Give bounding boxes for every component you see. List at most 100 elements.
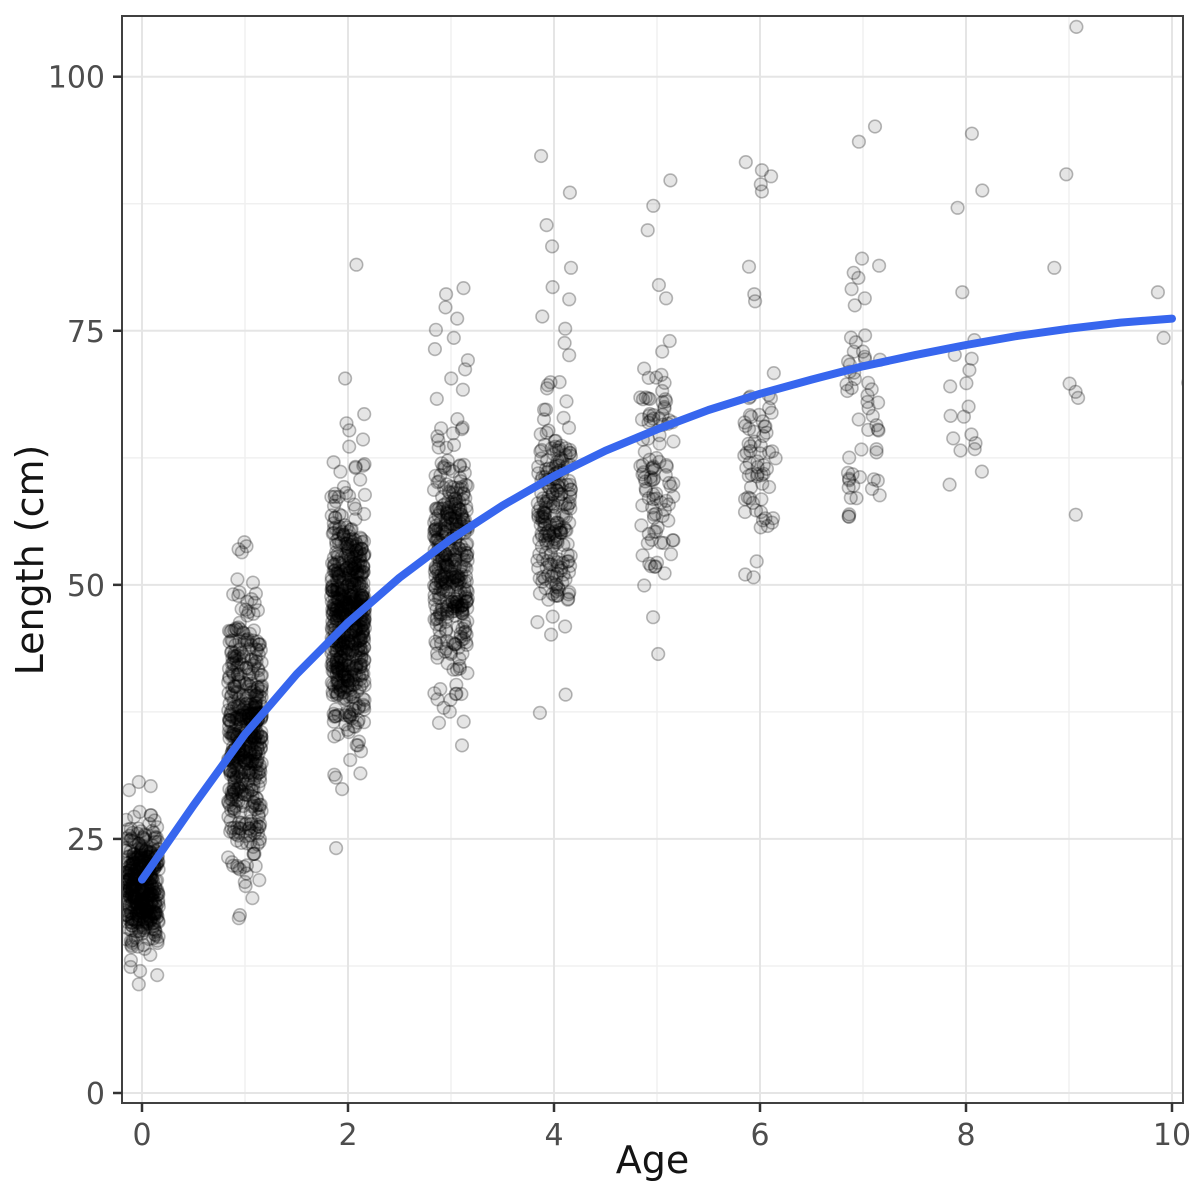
data-point: [246, 839, 261, 855]
data-point: [235, 702, 250, 718]
data-point: [341, 578, 356, 593]
data-point: [250, 680, 266, 695]
data-point: [337, 669, 352, 685]
data-point: [254, 690, 269, 705]
data-point: [126, 876, 141, 891]
data-point: [135, 830, 150, 845]
data-point: [953, 443, 968, 458]
data-point: [344, 573, 360, 589]
data-point: [128, 850, 143, 865]
data-point: [148, 895, 163, 910]
data-point: [250, 661, 265, 676]
data-point: [328, 684, 343, 699]
data-point: [228, 827, 243, 842]
data-point: [431, 715, 447, 731]
data-point: [250, 737, 265, 752]
data-point: [943, 408, 958, 424]
data-point: [243, 761, 258, 776]
data-point: [244, 754, 259, 769]
data-point: [131, 911, 146, 926]
data-point: [349, 578, 364, 593]
data-point: [253, 668, 269, 683]
data-point: [334, 508, 349, 523]
data-point: [135, 917, 150, 933]
data-point: [142, 883, 157, 899]
data-point: [248, 694, 263, 709]
data-point: [253, 740, 268, 755]
data-point: [871, 258, 887, 273]
data-point: [128, 887, 143, 903]
data-point: [125, 894, 140, 909]
data-point: [147, 905, 162, 920]
data-point: [346, 573, 361, 588]
data-point: [666, 533, 681, 548]
data-point: [227, 820, 242, 835]
data-point: [130, 939, 145, 954]
data-point: [143, 912, 158, 927]
data-point: [246, 658, 262, 673]
data-point: [329, 603, 344, 618]
data-point: [870, 473, 885, 488]
data-point: [344, 635, 360, 650]
data-point: [124, 886, 139, 901]
data-point: [143, 913, 158, 929]
data-point: [238, 697, 253, 712]
data-point: [342, 601, 357, 616]
data-point: [238, 777, 253, 792]
data-point: [131, 923, 146, 939]
data-point: [241, 688, 256, 704]
data-point: [222, 797, 237, 812]
data-point: [147, 922, 162, 937]
data-point: [248, 745, 263, 760]
data-point: [536, 402, 552, 417]
data-point: [135, 883, 151, 898]
data-point: [325, 578, 340, 593]
data-point: [131, 836, 146, 852]
data-point: [240, 752, 256, 767]
data-point: [236, 648, 251, 663]
data-point: [123, 871, 138, 886]
data-point: [131, 853, 146, 868]
data-point: [127, 855, 142, 871]
data-point: [148, 924, 163, 940]
data-point: [146, 825, 161, 840]
data-point: [229, 792, 244, 808]
data-point: [329, 613, 344, 629]
data-point: [247, 846, 262, 862]
data-point: [149, 910, 164, 925]
data-point: [138, 902, 153, 917]
data-point: [230, 712, 245, 727]
data-point: [334, 650, 349, 665]
data-point: [231, 787, 246, 802]
data-point: [123, 844, 138, 859]
data-point: [336, 528, 351, 544]
data-point: [135, 838, 150, 854]
data-point: [245, 753, 260, 768]
data-point: [240, 635, 255, 650]
data-point: [233, 622, 248, 637]
data-point: [221, 685, 236, 701]
data-point: [134, 904, 149, 919]
data-point: [351, 640, 366, 656]
data-point: [252, 872, 267, 888]
data-point: [345, 534, 360, 550]
data-point: [236, 754, 251, 769]
data-point: [249, 726, 264, 742]
data-point: [124, 918, 139, 933]
data-point: [145, 823, 160, 839]
data-point: [223, 764, 238, 779]
data-point: [248, 730, 263, 745]
data-point: [452, 651, 467, 666]
data-point: [234, 645, 249, 661]
data-point: [148, 905, 163, 920]
data-point: [227, 801, 242, 817]
data-point: [354, 665, 370, 681]
data-point: [141, 888, 156, 903]
y-tick-label: 75: [67, 315, 105, 350]
data-point: [339, 640, 354, 655]
data-point: [242, 626, 258, 642]
data-point: [145, 888, 160, 903]
data-point: [324, 508, 339, 523]
data-point: [124, 905, 139, 921]
data-point: [137, 920, 153, 936]
